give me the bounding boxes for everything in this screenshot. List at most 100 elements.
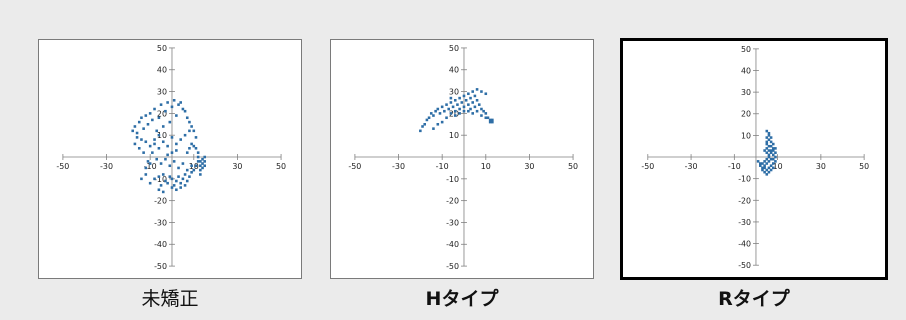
data-point <box>771 157 775 161</box>
data-point <box>763 166 766 170</box>
data-point <box>131 129 135 133</box>
data-point <box>175 149 178 152</box>
y-tick-label: -10 <box>154 175 167 184</box>
y-tick-label: 10 <box>449 131 459 140</box>
data-point <box>170 105 174 109</box>
data-point <box>194 136 198 139</box>
data-point <box>175 114 178 117</box>
data-point <box>484 112 488 115</box>
data-point <box>190 164 193 168</box>
data-point <box>155 129 159 133</box>
y-tick-label: 30 <box>157 88 167 97</box>
data-point <box>436 107 440 111</box>
data-point <box>429 112 433 115</box>
data-point <box>443 109 446 113</box>
data-point <box>196 155 200 159</box>
data-point <box>161 190 165 194</box>
data-point <box>484 92 488 96</box>
data-point <box>456 103 459 106</box>
data-point <box>146 123 150 126</box>
data-point <box>475 99 479 102</box>
data-point <box>179 181 182 185</box>
data-point <box>774 151 777 154</box>
y-tick-label: 50 <box>741 45 751 54</box>
data-point <box>769 144 773 148</box>
data-point <box>153 142 156 146</box>
data-point <box>765 136 769 139</box>
data-point <box>767 131 771 135</box>
data-point <box>170 136 174 139</box>
data-point <box>767 155 771 159</box>
y-tick-label: -20 <box>154 197 167 206</box>
data-point <box>458 112 461 115</box>
data-point <box>769 151 773 154</box>
data-point <box>190 170 193 174</box>
data-point <box>140 177 143 181</box>
y-tick-label: -30 <box>446 218 459 227</box>
y-tick-label: -20 <box>738 196 751 205</box>
data-point <box>137 147 141 150</box>
scatter-plot-h-type: -50 -30 -10 10 30 50 -50 -40 -30 -20 -10 10 20 30 40 50 <box>348 44 578 271</box>
data-point <box>765 140 769 144</box>
data-point <box>148 181 152 185</box>
y-tick-label: -40 <box>738 240 751 249</box>
data-point <box>172 160 176 163</box>
data-point <box>203 155 206 159</box>
data-point <box>462 94 466 98</box>
data-point <box>179 138 182 141</box>
data-point <box>181 107 185 111</box>
data-point <box>133 142 137 146</box>
data-point <box>440 105 444 109</box>
y-tick-label: -30 <box>738 218 751 227</box>
data-point <box>453 109 457 113</box>
data-point <box>157 147 161 150</box>
data-point <box>183 133 187 137</box>
data-point <box>161 140 165 144</box>
y-tick-label: -20 <box>446 197 459 206</box>
data-point <box>166 181 169 185</box>
data-point <box>185 116 189 120</box>
data-point <box>192 129 196 133</box>
x-tick-label: -30 <box>685 162 698 171</box>
data-point <box>190 125 193 128</box>
data-point <box>170 151 174 154</box>
data-point <box>179 101 182 104</box>
data-point <box>763 160 766 163</box>
data-point <box>761 166 764 170</box>
x-tick-label: -10 <box>728 162 741 171</box>
data-point <box>148 112 152 115</box>
data-point <box>166 101 169 104</box>
data-point <box>475 88 479 91</box>
data-point <box>159 162 163 165</box>
data-point <box>157 175 161 178</box>
caption-uncorrected: 未矯正 <box>141 288 199 310</box>
data-point <box>453 99 457 102</box>
data-point <box>458 107 461 111</box>
data-point <box>480 90 483 93</box>
data-point <box>763 170 766 174</box>
caption-r-type: Rタイプ <box>718 288 790 310</box>
y-tick-label: 40 <box>449 66 459 75</box>
x-tick-label: 50 <box>859 162 869 171</box>
y-tick-label: 10 <box>157 131 167 140</box>
data-point <box>765 129 769 133</box>
data-point <box>142 127 145 130</box>
data-point <box>471 112 474 115</box>
data-point <box>447 107 451 111</box>
data-point <box>473 94 477 98</box>
data-point <box>440 120 444 124</box>
data-point <box>188 120 191 124</box>
data-point <box>436 123 440 126</box>
data-point <box>488 120 492 124</box>
data-point <box>181 162 185 165</box>
data-point <box>769 157 773 161</box>
data-point <box>449 96 453 100</box>
data-point <box>166 153 169 157</box>
chart-panel-r-type: -50 -30 -10 10 30 50 -50 -40 -30 -20 -10 10 20 30 40 50 <box>620 38 888 280</box>
data-point <box>774 160 777 163</box>
data-point <box>153 138 156 141</box>
data-point <box>771 153 775 157</box>
data-point <box>203 160 206 163</box>
data-point <box>201 157 204 161</box>
data-point <box>157 188 161 192</box>
